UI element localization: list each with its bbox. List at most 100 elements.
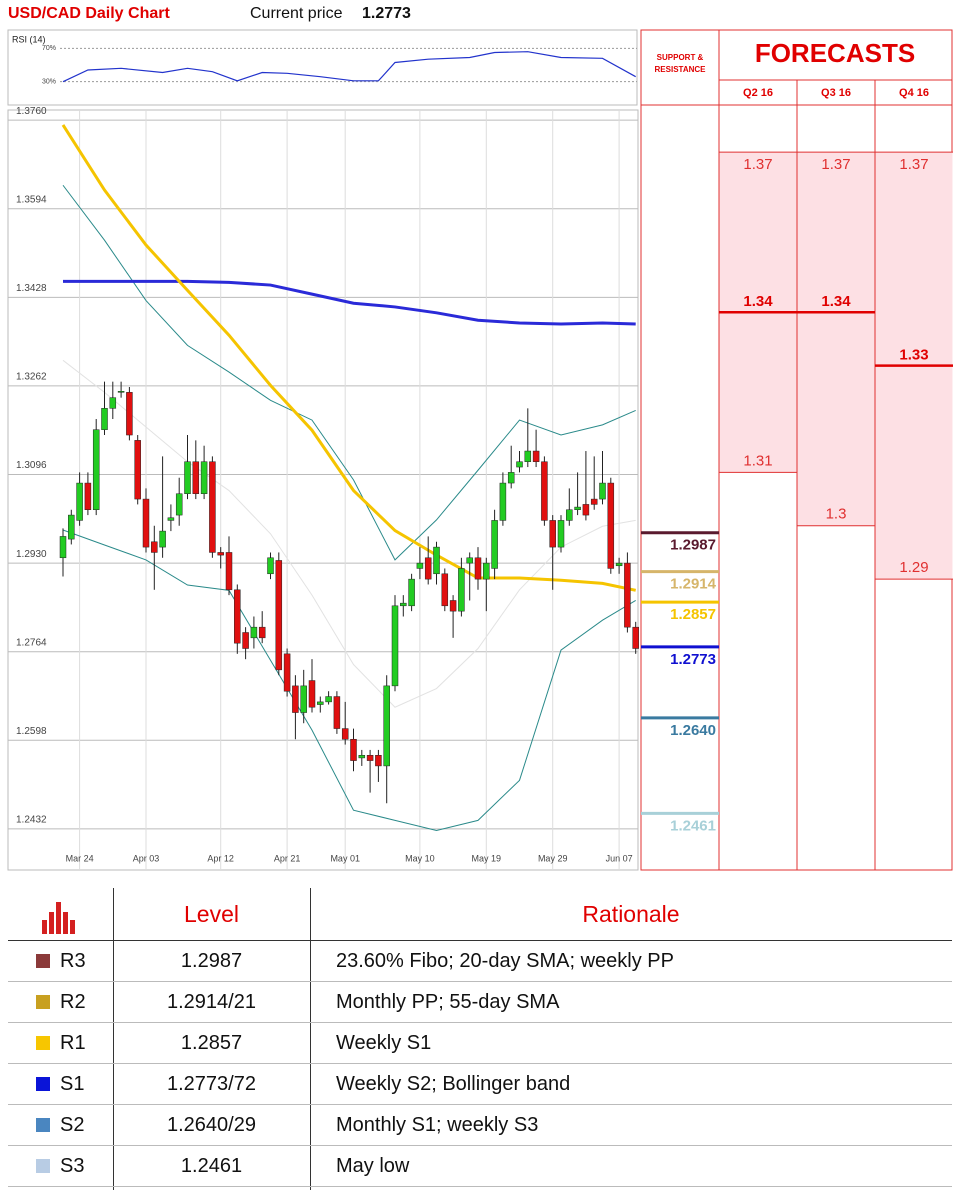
header-level: Level <box>184 900 239 927</box>
x-tick-label: May 01 <box>330 853 360 863</box>
table-row: S1 1.2773/72 Weekly S2; Bollinger band <box>8 1064 952 1105</box>
code-cell: R3 <box>36 941 106 981</box>
candle-body <box>483 562 490 580</box>
swatch <box>36 1036 50 1050</box>
code-cell: S2 <box>36 1105 106 1145</box>
candle-body <box>499 482 507 521</box>
table-header: Level Rationale <box>8 888 952 941</box>
candle-body <box>599 482 606 500</box>
candle-body <box>341 728 349 740</box>
code: S1 <box>60 1072 85 1095</box>
forecast-label: 1.37 <box>899 156 928 173</box>
swatch <box>36 1077 50 1091</box>
candle-body <box>59 536 67 559</box>
rationale-cell: 23.60% Fibo; 20-day SMA; weekly PP <box>336 949 674 972</box>
swatch <box>36 1159 50 1173</box>
candle-body <box>234 589 241 644</box>
y-tick-label: 30% <box>42 79 56 86</box>
candle-body <box>400 602 407 607</box>
candle-body <box>441 573 449 607</box>
candle-body <box>184 461 191 494</box>
code-cell: S1 <box>36 1064 106 1104</box>
level-cell: 1.2461 <box>180 1154 243 1177</box>
level-label: 1.2640 <box>670 722 716 739</box>
candle-body <box>375 755 382 767</box>
y-tick-label: 1.3594 <box>16 194 47 205</box>
level-label: 1.2914 <box>670 576 717 593</box>
header-rationale: Rationale <box>582 900 680 927</box>
candle-body <box>84 482 92 510</box>
price: 1.2773 <box>362 5 411 22</box>
indicator-line <box>62 184 636 561</box>
code-cell: R1 <box>36 1023 106 1063</box>
indicator-line <box>62 359 636 708</box>
forecast-label: 1.37 <box>821 156 850 173</box>
price-frame <box>7 109 639 871</box>
candle-body <box>333 696 341 729</box>
y-tick-label: 1.2598 <box>16 726 47 737</box>
candle-body <box>151 541 158 553</box>
y-tick-label: 1.3428 <box>16 283 47 294</box>
candle-body <box>167 517 175 521</box>
y-tick-label: 1.3096 <box>16 460 47 471</box>
x-tick-label: Apr 21 <box>274 853 301 863</box>
x-tick-label: May 29 <box>538 853 568 863</box>
x-tick-label: Apr 03 <box>133 853 160 863</box>
candle-body <box>175 493 183 516</box>
candle-body <box>391 605 399 687</box>
candle-body <box>142 498 150 548</box>
rsi-line <box>62 51 636 83</box>
candle-body <box>350 738 357 761</box>
table-row: R1 1.2857 Weekly S1 <box>8 1023 952 1064</box>
candle-body <box>524 450 532 462</box>
candle-body <box>159 530 166 548</box>
x-tick-label: Mar 24 <box>66 853 94 863</box>
candle-body <box>566 509 573 521</box>
y-tick-label: 70% <box>42 45 56 52</box>
candle-body <box>532 450 540 462</box>
rationale-cell: Weekly S1 <box>336 1031 432 1054</box>
candle-body <box>433 546 440 575</box>
y-tick-label: 1.2764 <box>16 637 47 648</box>
candle-body <box>68 514 75 540</box>
quarter-label: Q2 16 <box>743 87 773 99</box>
candle-body <box>632 626 639 649</box>
candle-body <box>574 506 581 510</box>
candle-body <box>126 392 133 436</box>
candle-body <box>250 626 258 639</box>
forecast-label: 1.34 <box>821 293 851 310</box>
candle-body <box>458 568 465 612</box>
candle-body <box>308 680 316 708</box>
table-row: S3 1.2461 May low <box>8 1146 952 1187</box>
y-tick-label: 1.2930 <box>16 549 47 560</box>
candle-body <box>449 600 457 612</box>
indicator-line <box>63 279 636 326</box>
rsi-frame <box>7 29 638 106</box>
forecast-label: 1.33 <box>899 347 928 364</box>
code-cell: S3 <box>36 1146 106 1186</box>
level-label: 1.2461 <box>670 817 716 834</box>
candle-body <box>624 562 631 628</box>
candle-body <box>117 391 125 393</box>
forecast-range <box>797 152 875 526</box>
forecast-label: 1.37 <box>743 156 772 173</box>
rsi-title: RSI (14) <box>12 34 46 44</box>
code: R3 <box>60 949 86 972</box>
price-label: Current price <box>250 5 343 22</box>
candle-body <box>200 461 208 494</box>
candle-body <box>267 557 274 575</box>
chart-panel: USD/CAD Daily Chart Current price 1.2773… <box>7 5 953 871</box>
swatch <box>36 1118 50 1132</box>
candle-body <box>358 755 366 759</box>
candle-body <box>408 578 415 607</box>
level-label: 1.2773 <box>670 651 716 668</box>
code: R2 <box>60 990 86 1013</box>
rationale-cell: May low <box>336 1154 410 1177</box>
candle-body <box>275 560 283 671</box>
quarter-label: Q4 16 <box>899 87 929 99</box>
candle-body <box>109 397 117 409</box>
forecast-label: 1.29 <box>899 559 928 576</box>
forecast-label: 1.31 <box>743 452 772 469</box>
candle-body <box>383 685 390 767</box>
